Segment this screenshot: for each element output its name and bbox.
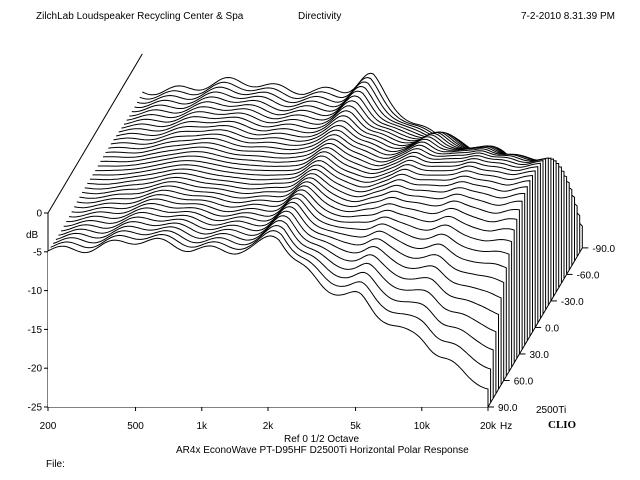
y-axis-unit: dB [26, 230, 39, 241]
slice-line [113, 124, 554, 297]
angle-tick-label: 30.0 [529, 350, 549, 361]
timestamp: 7-2-2010 8.31.39 PM [521, 11, 615, 22]
slice-fill [48, 235, 488, 407]
x-tick-label: 500 [127, 421, 144, 432]
y-tick-label: -15 [28, 325, 43, 336]
y-tick-label: -5 [33, 247, 42, 258]
x-tick-label: 5k [350, 421, 362, 432]
slice-line [92, 160, 533, 332]
window-title: Directivity [298, 11, 342, 22]
slice-line [66, 201, 507, 377]
slice-line [97, 151, 539, 323]
waterfall-curves [47, 72, 583, 407]
slice-line [105, 138, 547, 310]
model-tag: 2500Ti [536, 405, 566, 416]
angle-tick-label: -90.0 [592, 244, 615, 255]
angle-tick-label: -60.0 [577, 270, 600, 281]
angle-tick-label: 60.0 [514, 376, 534, 387]
x-tick-label: 1k [196, 421, 208, 432]
y-tick-label: -10 [28, 286, 43, 297]
file-label: File: [46, 459, 65, 470]
slice-line [89, 164, 531, 337]
slice-line [58, 215, 499, 390]
slice-line [102, 142, 544, 315]
x-tick-label: 10k [414, 421, 431, 432]
x-tick-label: 200 [40, 421, 57, 432]
slice-line [76, 185, 518, 359]
x-axis-unit: Hz [500, 421, 512, 432]
ref-smoothing-label: Ref 0 1/2 Octave [284, 434, 360, 445]
slice-line [53, 224, 494, 399]
x-tick-label: 20k [480, 421, 497, 432]
slice-line [47, 235, 489, 407]
x-tick-label: 2k [263, 421, 275, 432]
y-tick-label: 0 [36, 209, 42, 220]
slice-line [115, 120, 557, 293]
slice-line [79, 181, 520, 354]
company-name: ZilchLab Loudspeaker Recycling Center & … [36, 11, 244, 22]
slice-line [63, 206, 505, 381]
angle-tick-label: -30.0 [561, 297, 584, 308]
slice-line [100, 147, 541, 319]
angle-axis: -90.0 -60.0 -30.0 0.0 30.0 60.0 90.0 [488, 244, 616, 414]
y-tick-label: -20 [28, 364, 43, 375]
slice-line [55, 220, 497, 394]
depth-axis-top [47, 53, 143, 214]
angle-tick-label: 0.0 [545, 323, 559, 334]
slice-line [50, 230, 492, 403]
slice-line [118, 115, 560, 288]
slice-line [68, 197, 510, 372]
slice-line [71, 193, 513, 368]
slice-line [74, 189, 515, 363]
slice-line [84, 173, 526, 346]
slice-line [61, 210, 502, 385]
angle-tick-label: 90.0 [498, 403, 518, 414]
clio-logo: CLIO [548, 419, 577, 431]
y-tick-label: -25 [28, 403, 43, 414]
slice-line [87, 168, 528, 341]
slice-line [82, 177, 523, 350]
slice-line [95, 155, 536, 328]
slice-line [108, 134, 549, 306]
slice-line [110, 129, 552, 301]
chart-caption: AR4x EconoWave PT-D95HF D2500Ti Horizont… [176, 445, 469, 456]
